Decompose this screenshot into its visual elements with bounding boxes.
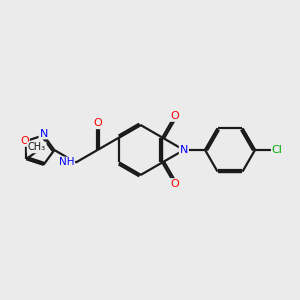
Text: N: N — [180, 145, 188, 155]
Text: O: O — [170, 111, 179, 121]
Text: NH: NH — [58, 158, 74, 167]
Text: Cl: Cl — [272, 145, 283, 155]
Text: O: O — [170, 179, 179, 189]
Text: O: O — [20, 136, 29, 146]
Text: N: N — [39, 128, 48, 139]
Text: CH₃: CH₃ — [28, 142, 46, 152]
Text: O: O — [93, 118, 102, 128]
